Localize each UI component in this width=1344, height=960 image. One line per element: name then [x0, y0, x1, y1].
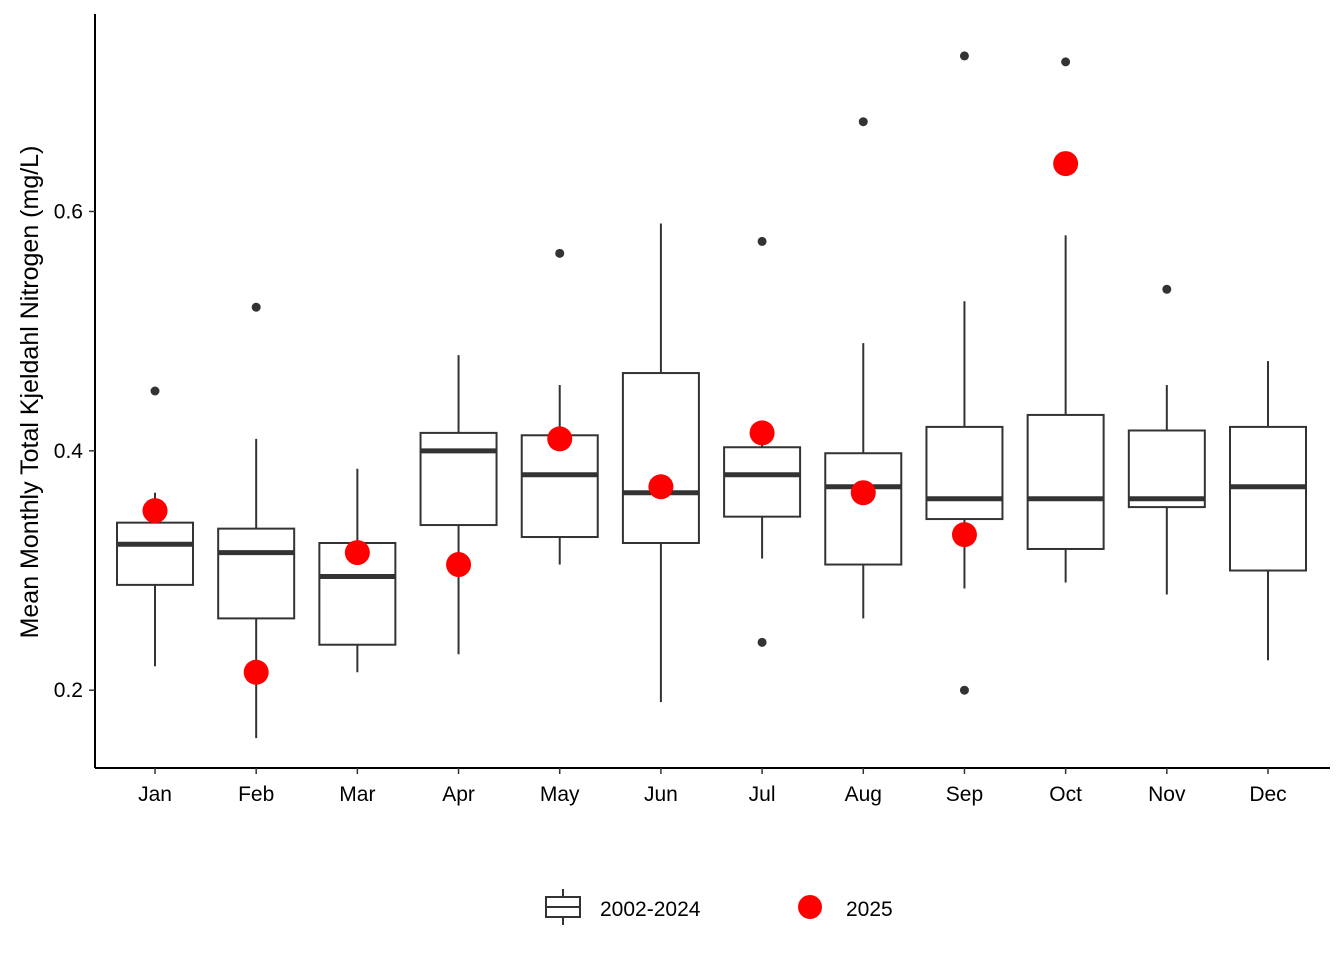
y-axis: 0.2 0.4 0.6 — [54, 14, 96, 768]
x-tick-label: Apr — [442, 783, 475, 806]
box — [116, 521, 194, 586]
outlier-point — [757, 236, 767, 246]
plot-area — [116, 51, 1307, 739]
point-2025-jan — [142, 498, 168, 524]
legend-box-icon — [545, 889, 581, 925]
box-group-mar — [318, 468, 397, 673]
legend-item-2025: 2025 — [798, 895, 893, 921]
point-2025-sep — [951, 522, 977, 548]
x-tick-label: Aug — [845, 783, 882, 806]
point-2025-jun — [648, 474, 674, 500]
box-group-aug — [824, 117, 903, 619]
y-tick-label: 0.6 — [54, 200, 83, 223]
point-2025-may — [547, 426, 573, 452]
box — [723, 446, 802, 518]
legend-item-boxplot: 2002-2024 — [545, 889, 701, 925]
box — [925, 425, 1004, 521]
outlier-point — [1162, 284, 1172, 294]
y-axis-label: Mean Monthly Total Kjeldahl Nitrogen (mg… — [16, 146, 44, 639]
box — [824, 452, 903, 566]
box — [318, 541, 397, 646]
box — [217, 527, 296, 620]
point-2025-mar — [344, 540, 370, 566]
x-tick-label: Oct — [1049, 783, 1082, 806]
box — [419, 431, 498, 527]
legend-label-2025: 2025 — [846, 898, 893, 921]
box-group-sep — [925, 51, 1004, 695]
x-tick-label: Mar — [339, 783, 375, 806]
box — [1127, 429, 1206, 509]
x-tick-label: Jun — [644, 783, 678, 806]
outlier-point — [150, 386, 160, 396]
box-group-nov — [1127, 284, 1206, 595]
legend: 2002-2024 2025 — [545, 889, 893, 925]
x-tick-label: Nov — [1148, 783, 1186, 806]
box-group-jul — [723, 236, 802, 647]
x-tick-label: May — [540, 783, 580, 806]
x-tick-label: Sep — [946, 783, 983, 806]
point-2025-feb — [243, 659, 269, 685]
outlier-point — [251, 302, 261, 312]
box-group-may — [520, 248, 599, 565]
box-group-apr — [419, 355, 498, 655]
x-tick-label: Jan — [138, 783, 172, 806]
point-2025-apr — [446, 552, 472, 578]
outlier-point — [959, 51, 969, 61]
box — [1026, 413, 1105, 550]
outlier-point — [757, 637, 767, 647]
box-group-oct — [1026, 57, 1105, 583]
point-2025-oct — [1053, 151, 1079, 177]
x-tick-label: Dec — [1249, 783, 1286, 806]
box-group-dec — [1229, 361, 1307, 661]
box — [1229, 425, 1307, 572]
y-tick-label: 0.4 — [54, 440, 84, 463]
outlier-point — [858, 117, 868, 127]
box-group-jan — [116, 386, 194, 667]
legend-point-icon — [798, 895, 822, 919]
x-tick-label: Feb — [238, 783, 274, 806]
box-group-feb — [217, 302, 296, 739]
x-tick-label: Jul — [749, 783, 776, 806]
outlier-point — [555, 248, 565, 258]
x-axis: Jan Feb Mar Apr May Jun Jul Aug Sep Oct Nov Dec — [95, 767, 1330, 806]
outlier-point — [959, 685, 969, 695]
box-group-jun — [621, 223, 700, 703]
outlier-point — [1061, 57, 1071, 67]
point-2025-aug — [850, 480, 876, 506]
y-tick-label: 0.2 — [54, 679, 83, 702]
point-2025-jul — [749, 420, 775, 446]
box — [520, 434, 599, 539]
box — [621, 372, 700, 544]
legend-label-boxplot: 2002-2024 — [600, 898, 701, 921]
